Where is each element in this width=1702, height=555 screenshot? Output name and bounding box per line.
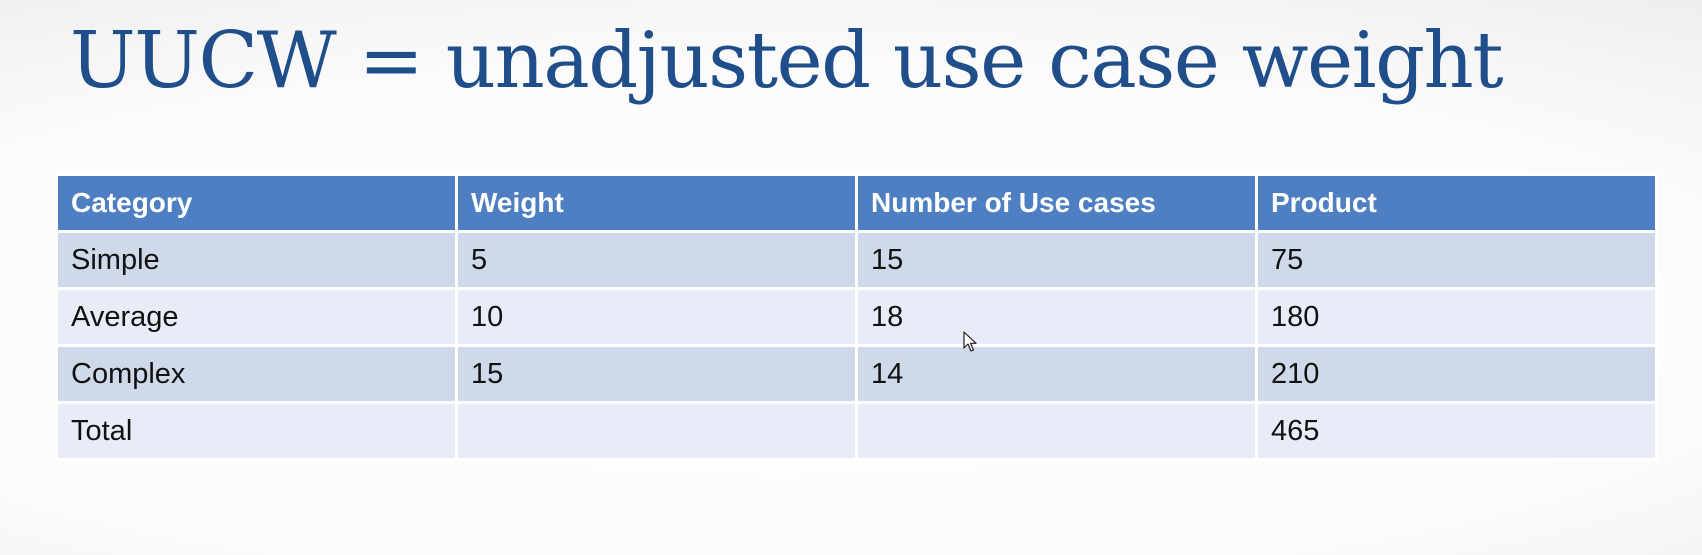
table-row-average: Average 10 18 180 <box>55 287 1658 347</box>
table-row-complex: Complex 15 14 210 <box>55 344 1658 404</box>
cell-weight: 10 <box>455 287 858 347</box>
cell-number-of-use-cases: 14 <box>855 344 1258 404</box>
table-row-simple: Simple 5 15 75 <box>55 230 1658 290</box>
cell-category: Complex <box>55 344 458 404</box>
cell-number-of-use-cases: 15 <box>855 230 1258 290</box>
header-weight: Weight <box>455 173 858 233</box>
header-number-of-use-cases: Number of Use cases <box>855 173 1258 233</box>
cell-product: 180 <box>1255 287 1658 347</box>
cell-category: Total <box>55 401 458 461</box>
cell-product: 465 <box>1255 401 1658 461</box>
mouse-cursor-icon <box>963 331 977 352</box>
cell-weight <box>455 401 858 461</box>
cell-number-of-use-cases: 18 <box>855 287 1258 347</box>
cell-product: 75 <box>1255 230 1658 290</box>
cell-category: Simple <box>55 230 458 290</box>
cell-category: Average <box>55 287 458 347</box>
table-header-row: Category Weight Number of Use cases Prod… <box>55 173 1658 233</box>
header-category: Category <box>55 173 458 233</box>
uucw-table: Category Weight Number of Use cases Prod… <box>55 173 1658 461</box>
table-row-total: Total 465 <box>55 401 1658 461</box>
slide-title: UUCW = unadjusted use case weight <box>70 16 1504 106</box>
cell-number-of-use-cases <box>855 401 1258 461</box>
cell-weight: 5 <box>455 230 858 290</box>
cell-weight: 15 <box>455 344 858 404</box>
header-product: Product <box>1255 173 1658 233</box>
cell-product: 210 <box>1255 344 1658 404</box>
